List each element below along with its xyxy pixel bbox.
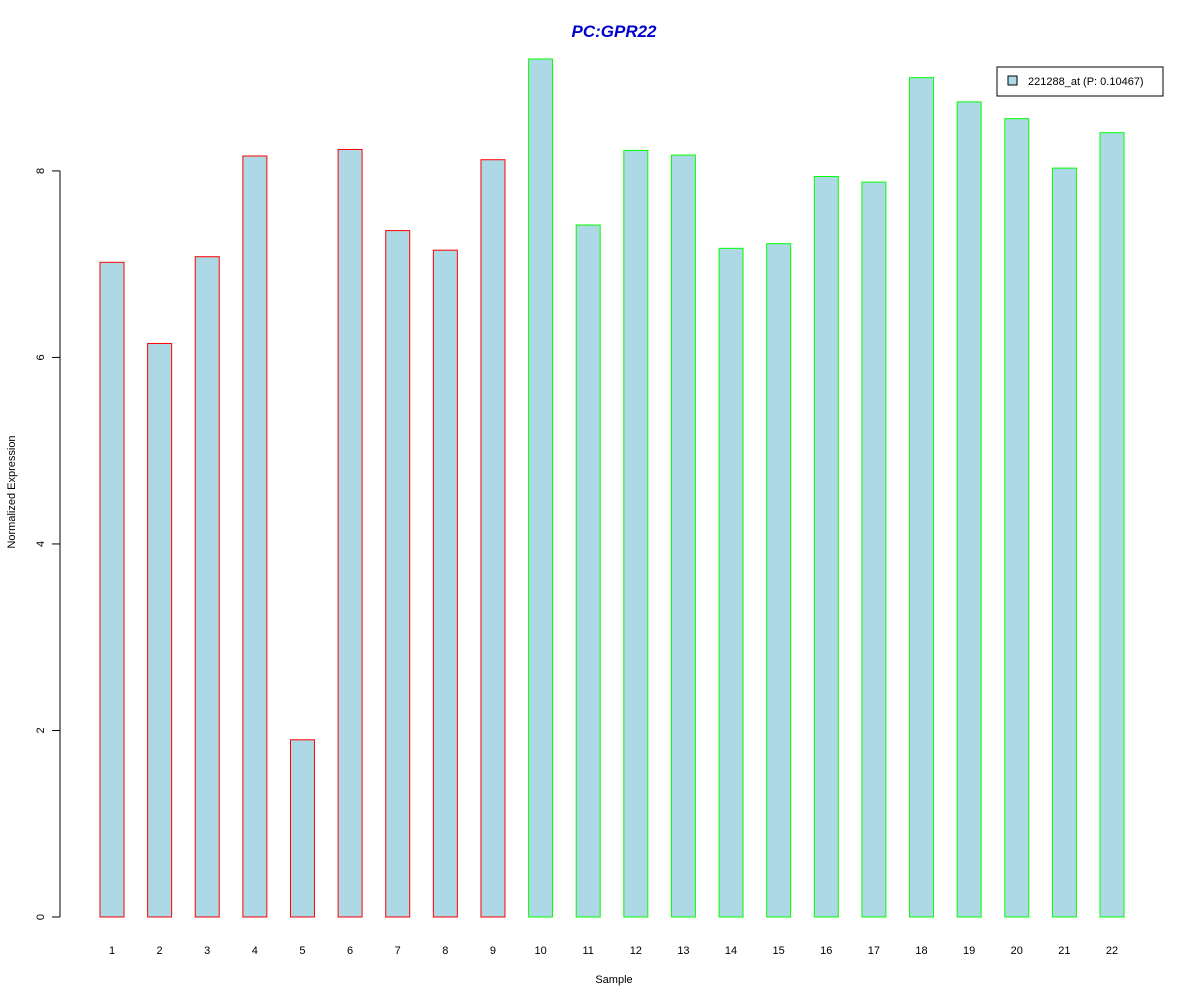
bar-sample-18 [909, 77, 935, 918]
y-tick-label: 8 [35, 168, 47, 174]
y-tick-label: 4 [35, 541, 47, 547]
bar-sample-5 [289, 739, 315, 918]
chart-title: PC:GPR22 [571, 22, 657, 41]
x-tick-label: 12 [630, 945, 642, 957]
legend-swatch [1007, 75, 1018, 86]
legend-label: 221288_at (P: 0.10467) [1028, 76, 1144, 88]
y-tick-label: 0 [35, 914, 47, 920]
x-tick-label: 21 [1058, 945, 1070, 957]
x-tick-label: 14 [725, 945, 737, 957]
bar-sample-8 [432, 249, 458, 918]
x-tick-label: 9 [490, 945, 496, 957]
bar-sample-3 [194, 256, 220, 918]
x-tick-label: 7 [395, 945, 401, 957]
bar-sample-11 [575, 224, 601, 918]
bar-sample-19 [956, 101, 982, 918]
bar-sample-9 [480, 159, 506, 918]
x-tick-label: 16 [820, 945, 832, 957]
y-axis: 0 2 4 6 8 [35, 168, 61, 920]
x-tick-label: 15 [773, 945, 785, 957]
bar-sample-15 [766, 243, 792, 918]
x-tick-labels: 1 2 3 4 5 6 7 8 9 10 11 12 13 14 15 16 17 18 19 20 21 22 [109, 945, 1118, 957]
bar-sample-7 [385, 230, 411, 918]
bar-sample-6 [337, 148, 363, 918]
y-tick-label: 6 [35, 354, 47, 360]
bar-sample-4 [242, 155, 268, 918]
bar-sample-14 [718, 247, 744, 918]
legend: 221288_at (P: 0.10467) [996, 66, 1164, 97]
bar-sample-2 [147, 342, 173, 918]
x-tick-label: 13 [677, 945, 689, 957]
x-tick-label: 17 [868, 945, 880, 957]
bar-sample-20 [1004, 118, 1030, 918]
x-tick-label: 22 [1106, 945, 1118, 957]
bar-sample-16 [813, 176, 839, 918]
x-tick-label: 8 [442, 945, 448, 957]
bar-sample-13 [670, 154, 696, 918]
bar-sample-10 [528, 58, 554, 918]
bar-sample-22 [1099, 132, 1125, 918]
x-tick-label: 2 [157, 945, 163, 957]
y-axis-label: Normalized Expression [6, 435, 18, 548]
x-tick-label: 11 [582, 945, 593, 957]
x-tick-label: 5 [299, 945, 305, 957]
bar-sample-12 [623, 149, 649, 918]
x-axis-label: Sample [595, 974, 632, 986]
x-tick-label: 20 [1011, 945, 1023, 957]
x-tick-label: 4 [252, 945, 258, 957]
x-tick-label: 18 [915, 945, 927, 957]
x-tick-label: 1 [109, 945, 115, 957]
legend-box [996, 66, 1164, 97]
bars [99, 58, 1125, 918]
y-tick-label: 2 [35, 727, 47, 733]
x-tick-label: 19 [963, 945, 975, 957]
bar-sample-1 [99, 261, 125, 918]
bar-sample-21 [1051, 167, 1077, 918]
x-tick-label: 3 [204, 945, 210, 957]
bar-sample-17 [861, 181, 887, 918]
x-tick-label: 10 [534, 945, 546, 957]
x-tick-label: 6 [347, 945, 353, 957]
